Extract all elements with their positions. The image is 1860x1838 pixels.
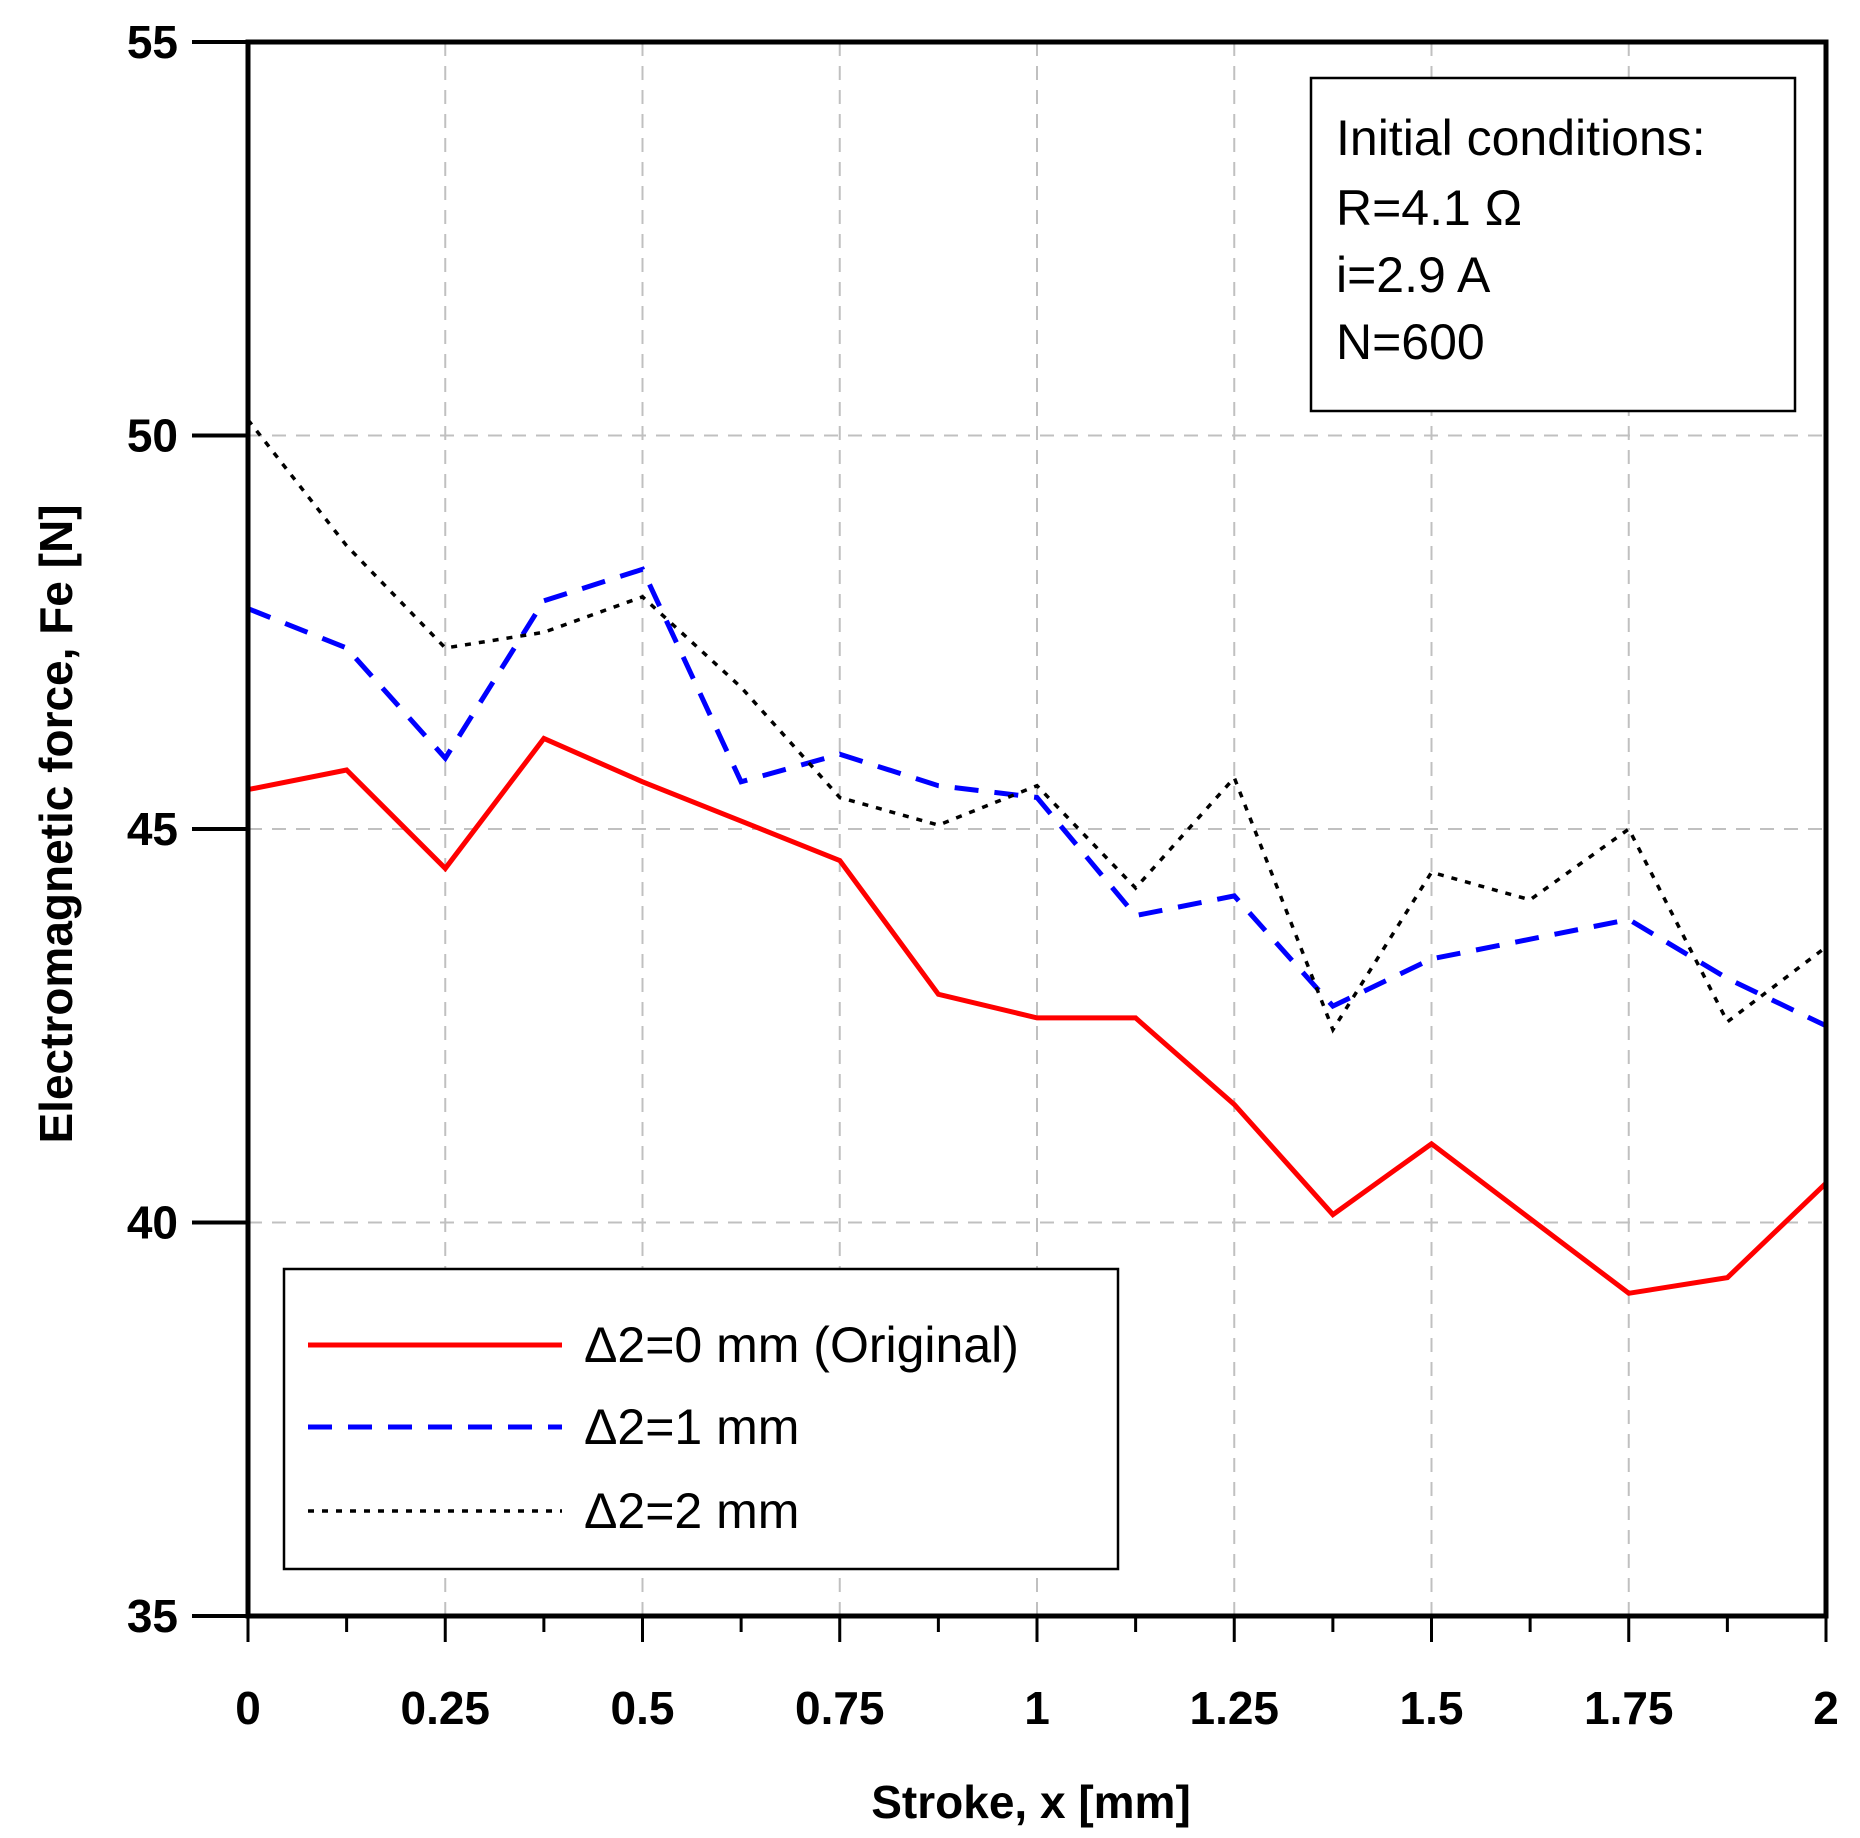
series-1mm-line <box>247 566 1828 1029</box>
legend: Δ2=0 mm (Original) Δ2=1 mm Δ2=2 mm <box>282 1267 1120 1571</box>
annotation-frame <box>1309 76 1797 413</box>
x-tick-label: 1 <box>1024 1682 1050 1734</box>
x-tick-label: 0.75 <box>795 1682 885 1734</box>
x-tick-label: 0 <box>235 1682 261 1734</box>
x-tick-label: 1.75 <box>1584 1682 1674 1734</box>
x-tick-label: 0.25 <box>400 1682 490 1734</box>
annotation-line: Initial conditions: <box>1336 110 1706 166</box>
legend-label: Δ2=2 mm <box>584 1483 799 1539</box>
axis-ticks: 0 0.25 0.5 0.75 1 1.25 1.5 1.75 2 35 40 45 50 55 <box>127 16 1839 1734</box>
y-tick-label: 45 <box>127 803 178 855</box>
annotation-line: i=2.9 A <box>1336 247 1491 303</box>
series-2mm-line <box>246 418 1828 1034</box>
annotation-box: Initial conditions: R=4.1 Ω i=2.9 A N=60… <box>1309 76 1797 413</box>
x-tick-label: 0.5 <box>611 1682 675 1734</box>
series-original-line <box>247 735 1828 1296</box>
x-tick-label: 1.25 <box>1189 1682 1279 1734</box>
legend-label: Δ2=0 mm (Original) <box>584 1317 1019 1373</box>
x-axis-title: Stroke, x [mm] <box>871 1776 1191 1828</box>
annotation-line: N=600 <box>1336 314 1485 370</box>
y-tick-label: 40 <box>127 1197 178 1249</box>
x-tick-label: 2 <box>1813 1682 1839 1734</box>
y-tick-label: 55 <box>127 16 178 68</box>
y-tick-label: 50 <box>127 410 178 462</box>
annotation-line: R=4.1 Ω <box>1336 180 1522 236</box>
legend-label: Δ2=1 mm <box>584 1399 799 1455</box>
x-tick-label: 1.5 <box>1400 1682 1464 1734</box>
y-axis-title: Electromagnetic force, Fe [N] <box>30 504 82 1143</box>
series-layer <box>246 418 1828 1296</box>
y-tick-label: 35 <box>127 1590 178 1642</box>
legend-frame <box>282 1267 1120 1571</box>
